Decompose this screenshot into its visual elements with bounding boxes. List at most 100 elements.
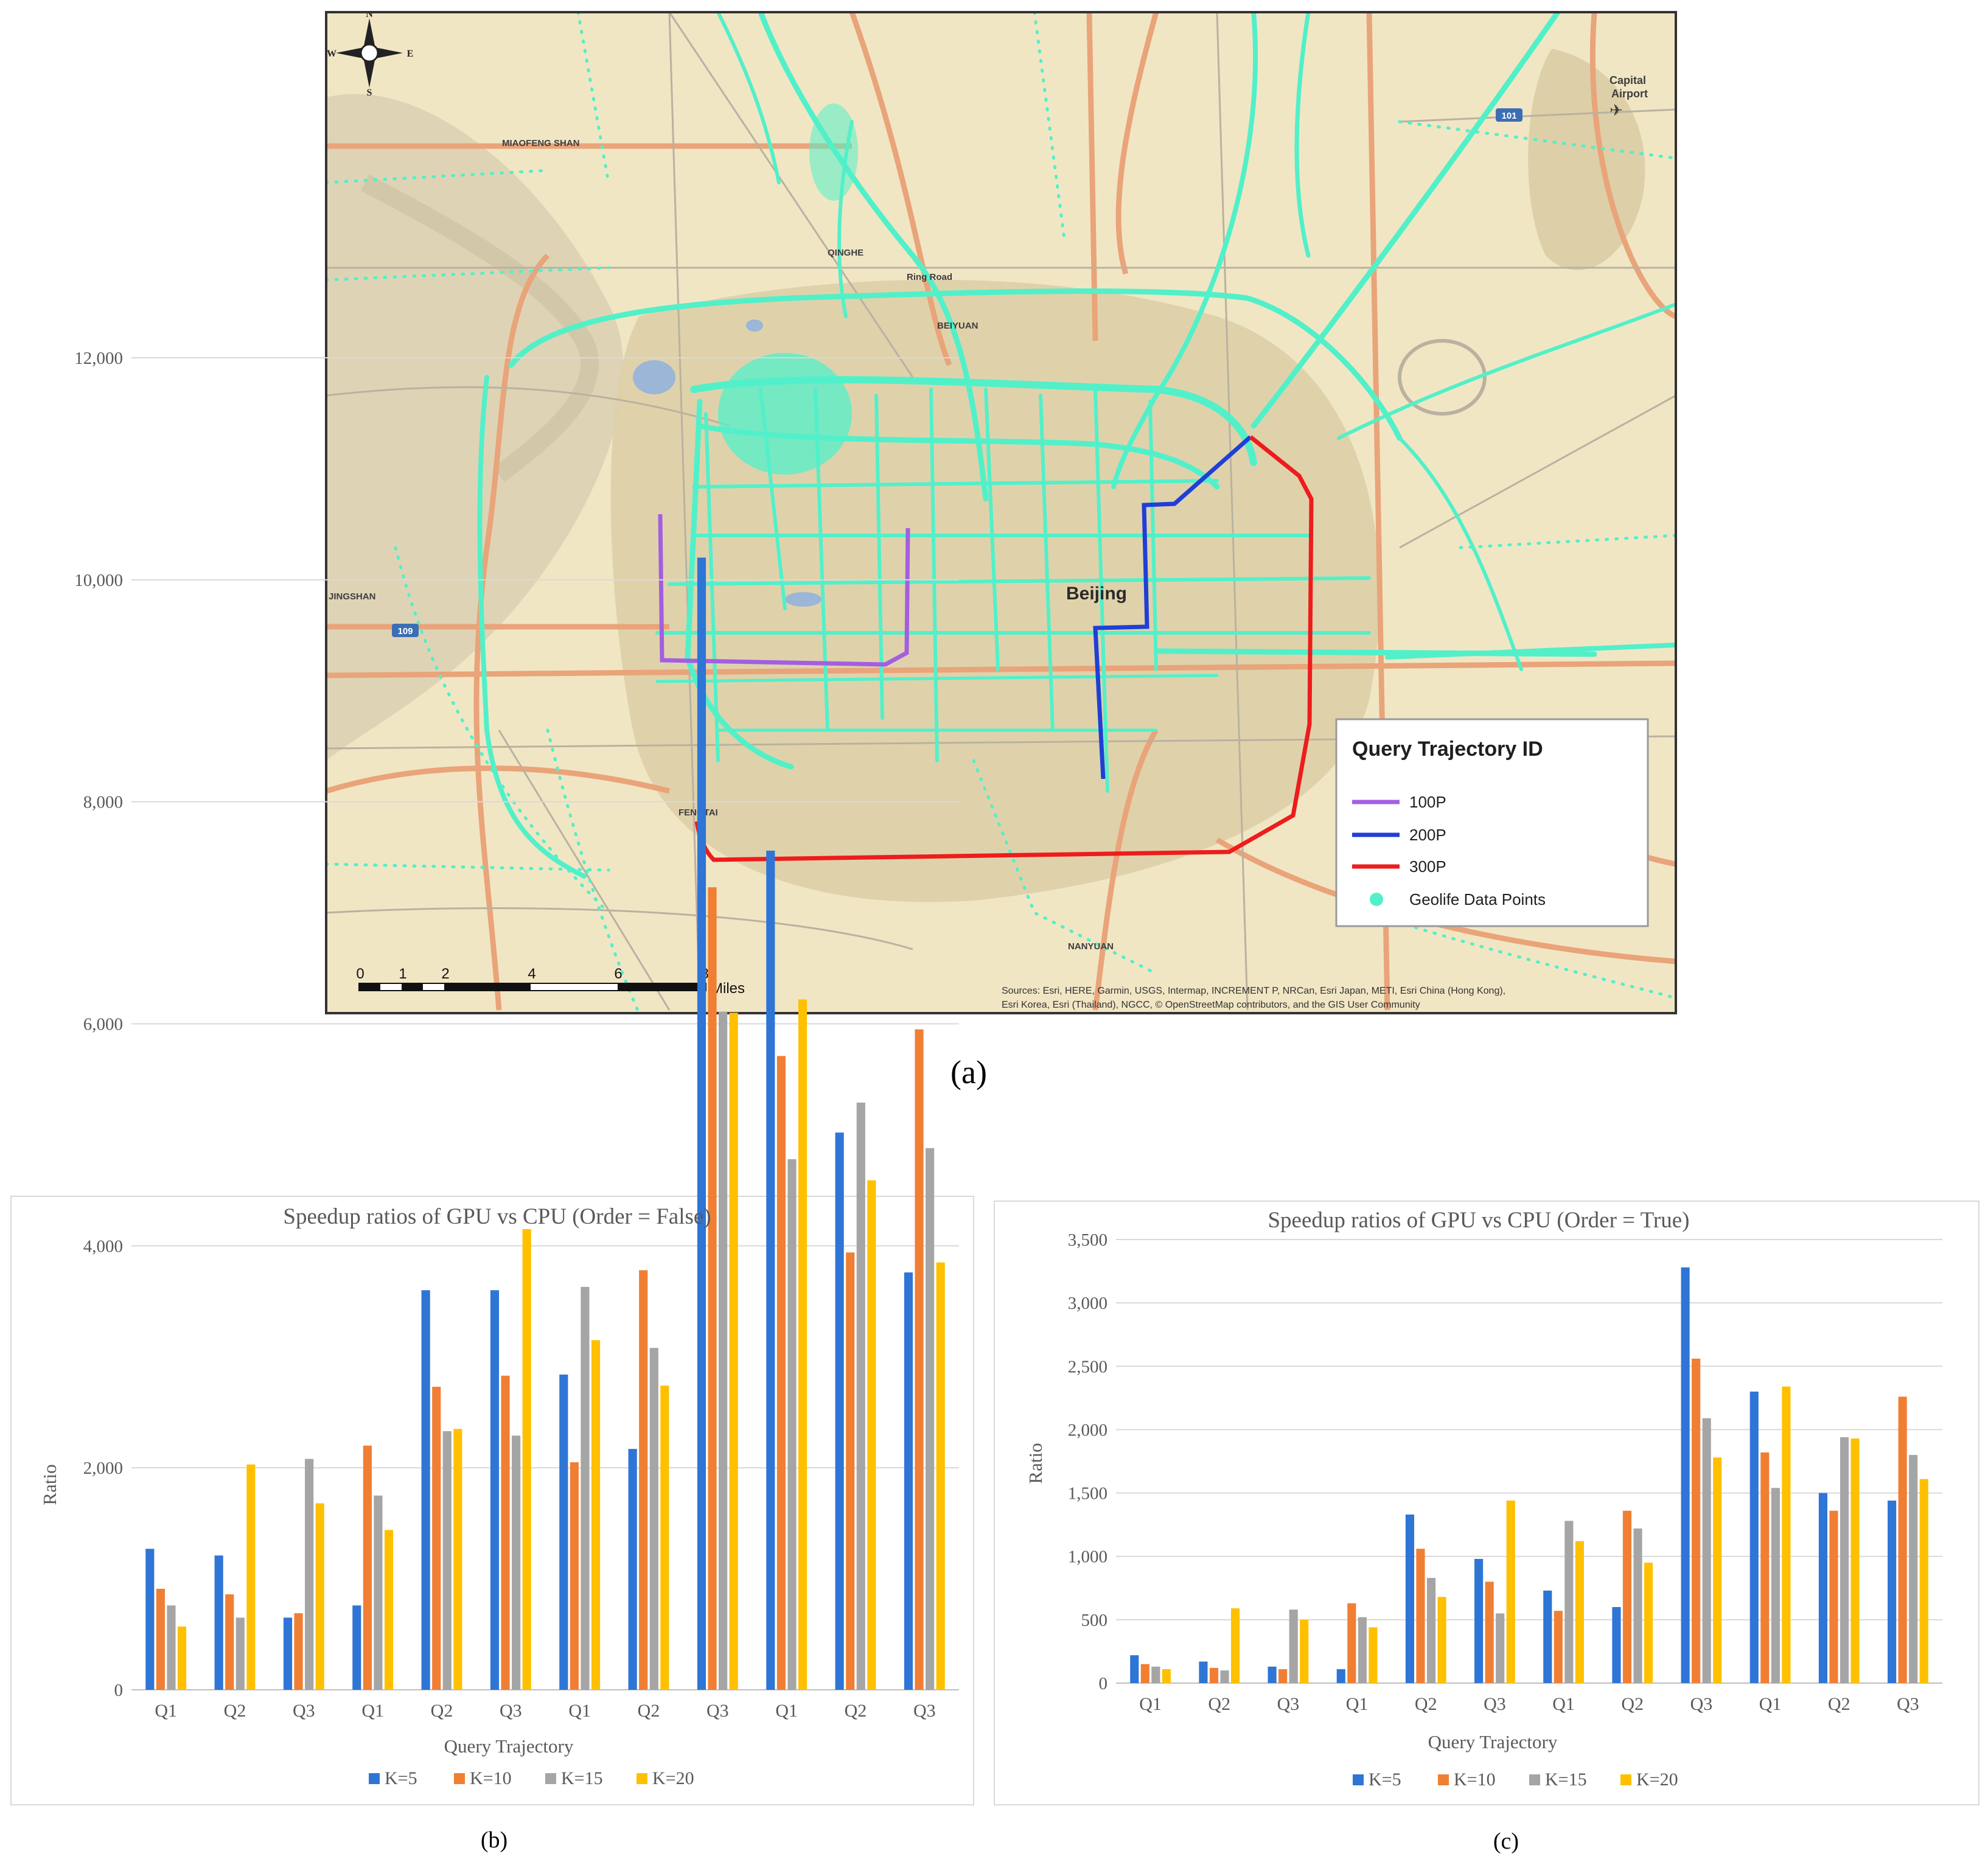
caption-c: (c) bbox=[1493, 1829, 1519, 1854]
scale-tick-2: 2 bbox=[441, 966, 449, 982]
bar-k5 bbox=[1681, 1267, 1690, 1683]
bar-k5 bbox=[214, 1555, 223, 1690]
bar-k20 bbox=[1850, 1438, 1860, 1683]
scale-tick-1: 1 bbox=[399, 966, 406, 982]
bar-k15 bbox=[926, 1148, 935, 1690]
x-tick-label: Q3 bbox=[1897, 1694, 1919, 1714]
bar-k20 bbox=[798, 999, 807, 1690]
bar-k10 bbox=[363, 1445, 372, 1690]
y-tick-label: 2,000 bbox=[1068, 1420, 1107, 1440]
bar-k15 bbox=[581, 1286, 590, 1690]
attribution-line-1: Sources: Esri, HERE, Garmin, USGS, Inter… bbox=[1002, 986, 1505, 996]
legend-swatch bbox=[454, 1773, 465, 1784]
y-tick-label: 500 bbox=[1081, 1611, 1108, 1630]
bar-k10 bbox=[432, 1387, 441, 1690]
geolife-points-network bbox=[326, 12, 1676, 1013]
bar-k15 bbox=[167, 1605, 176, 1690]
legend-label: K=5 bbox=[385, 1768, 417, 1788]
bar-k5 bbox=[1474, 1558, 1484, 1683]
x-tick-label: Q2 bbox=[1208, 1694, 1230, 1714]
scale-tick-0: 0 bbox=[356, 966, 364, 982]
bar-k20 bbox=[1300, 1619, 1309, 1683]
bar-k10 bbox=[294, 1613, 303, 1690]
bar-k20 bbox=[867, 1180, 876, 1690]
city-label: Beijing bbox=[1066, 584, 1127, 604]
bar-k20 bbox=[1506, 1501, 1515, 1683]
bar-k5 bbox=[766, 850, 775, 1690]
bar-k15 bbox=[1151, 1666, 1160, 1683]
x-tick-label: Q1 bbox=[1139, 1694, 1162, 1714]
bar-k20 bbox=[1369, 1627, 1378, 1683]
legend-swatch bbox=[1620, 1774, 1631, 1785]
svg-text:N: N bbox=[366, 9, 373, 19]
bar-k10 bbox=[846, 1252, 855, 1690]
bar-k20 bbox=[729, 1013, 738, 1690]
x-tick-label: Q2 bbox=[431, 1701, 453, 1721]
bar-k10 bbox=[1692, 1358, 1701, 1683]
trajectory-200p bbox=[1093, 435, 1252, 779]
bar-k5 bbox=[1130, 1655, 1139, 1683]
x-tick-label: Q3 bbox=[1277, 1694, 1300, 1714]
bar-k5 bbox=[1405, 1514, 1415, 1683]
x-tick-label: Q2 bbox=[845, 1701, 867, 1721]
chart-frame bbox=[994, 1201, 1979, 1805]
bar-k5 bbox=[352, 1605, 361, 1690]
chart-title: Speedup ratios of GPU vs CPU (Order = Fa… bbox=[283, 1204, 711, 1229]
x-tick-label: Q2 bbox=[1828, 1694, 1850, 1714]
attribution-line-2: Esri Korea, Esri (Thailand), NGCC, © Ope… bbox=[1002, 1000, 1420, 1010]
place-labels: MIAOFENG SHAN QINGHE Ring Road BEIYUAN J… bbox=[329, 74, 1648, 952]
legend-swatch bbox=[637, 1773, 647, 1784]
bar-k15 bbox=[1702, 1418, 1711, 1683]
label-ringroad: Ring Road bbox=[907, 272, 952, 282]
caption-b: (b) bbox=[481, 1827, 507, 1853]
ring-feature bbox=[1398, 339, 1487, 416]
legend-label: K=20 bbox=[652, 1768, 694, 1788]
legend-label: K=15 bbox=[1545, 1770, 1587, 1790]
shield-109: 109 bbox=[392, 624, 419, 637]
map-border bbox=[325, 11, 1677, 1014]
y-tick-label: 1,500 bbox=[1068, 1484, 1107, 1504]
y-axis-label: Ratio bbox=[39, 1464, 60, 1505]
x-tick-label: Q2 bbox=[1621, 1694, 1644, 1714]
bar-k5 bbox=[1749, 1391, 1759, 1683]
x-axis-label: Query Trajectory bbox=[444, 1735, 574, 1757]
y-tick-label: 1,000 bbox=[1068, 1547, 1107, 1567]
bar-k15 bbox=[1633, 1528, 1642, 1683]
x-tick-label: Q2 bbox=[1415, 1694, 1437, 1714]
legend-label: K=15 bbox=[561, 1768, 603, 1788]
chart-title: Speedup ratios of GPU vs CPU (Order = Tr… bbox=[1268, 1208, 1689, 1233]
bar-k20 bbox=[1644, 1563, 1653, 1683]
legend-item-100p: 100P bbox=[1352, 793, 1446, 811]
x-tick-label: Q3 bbox=[293, 1701, 315, 1721]
bar-k10 bbox=[225, 1594, 234, 1690]
x-tick-label: Q3 bbox=[706, 1701, 729, 1721]
label-miaofeng: MIAOFENG SHAN bbox=[502, 138, 580, 148]
bar-k20 bbox=[177, 1627, 187, 1690]
bar-k10 bbox=[1209, 1668, 1219, 1683]
bar-k10 bbox=[1622, 1510, 1632, 1683]
bar-k10 bbox=[501, 1375, 510, 1690]
bar-k15 bbox=[856, 1103, 865, 1690]
bar-k5 bbox=[490, 1290, 500, 1690]
bar-k15 bbox=[787, 1159, 797, 1690]
y-tick-label: 2,500 bbox=[1068, 1357, 1107, 1376]
bar-k10 bbox=[1278, 1669, 1288, 1683]
legend-item-geolife: Geolife Data Points bbox=[1370, 890, 1546, 908]
x-tick-label: Q1 bbox=[1759, 1694, 1782, 1714]
legend-swatch bbox=[369, 1773, 380, 1784]
svg-text:200P: 200P bbox=[1409, 826, 1446, 844]
bar-k5 bbox=[904, 1272, 913, 1690]
x-tick-label: Q3 bbox=[1690, 1694, 1713, 1714]
legend-swatch bbox=[545, 1773, 556, 1784]
y-tick-label: 4,000 bbox=[83, 1236, 123, 1256]
legend-title: Query Trajectory ID bbox=[1352, 737, 1543, 761]
y-tick-label: 8,000 bbox=[83, 793, 123, 812]
x-tick-label: Q1 bbox=[568, 1701, 591, 1721]
legend-swatch bbox=[1353, 1774, 1364, 1785]
bar-k15 bbox=[512, 1435, 521, 1690]
scale-tick-4: 4 bbox=[528, 966, 535, 982]
bar-k20 bbox=[522, 1229, 531, 1690]
bar-k20 bbox=[453, 1429, 462, 1690]
lake-2 bbox=[785, 592, 821, 607]
label-nanyuan: NANYUAN bbox=[1068, 941, 1114, 952]
